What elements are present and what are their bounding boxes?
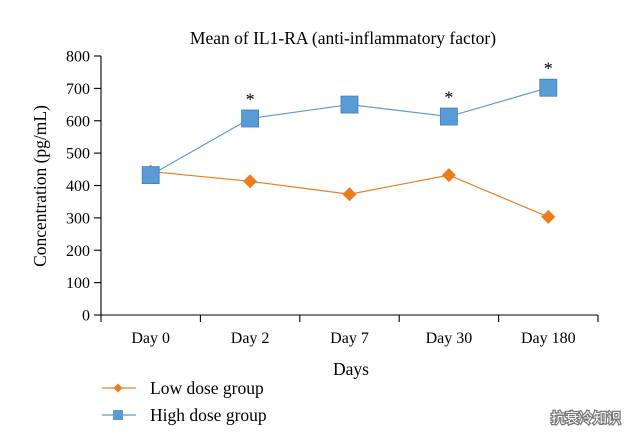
y-tick-label: 600 [66, 113, 90, 130]
legend: Low dose group High dose group [102, 378, 267, 425]
data-point-diamond [541, 209, 556, 224]
significance-marker: * [544, 59, 553, 79]
x-tick-label: Day 0 [131, 330, 170, 347]
data-point-square [539, 78, 558, 97]
x-axis-title: Days [333, 359, 369, 379]
legend-label: Low dose group [150, 378, 264, 398]
series-square [141, 78, 558, 185]
y-axis: 0 100 200 300 400 500 600 700 800 [66, 49, 102, 325]
data-point-diamond [243, 174, 258, 189]
watermark-text: 抗衰冷知识 [551, 410, 621, 427]
y-tick-label: 0 [82, 308, 90, 325]
data-point-diamond [441, 168, 456, 183]
legend-label: High dose group [150, 405, 267, 425]
y-tick-label: 700 [66, 81, 90, 98]
legend-item: Low dose group [102, 378, 264, 398]
significance-marker: * [246, 89, 255, 109]
significance-marker: * [444, 88, 453, 108]
x-tick-label: Day 7 [330, 330, 369, 347]
x-tick-label: Day 180 [521, 330, 576, 347]
data-point-square [141, 166, 160, 185]
y-axis-title: Concentration (pg/mL) [30, 105, 50, 267]
x-tick-label: Day 30 [426, 330, 473, 347]
data-point-square [340, 95, 359, 114]
chart-title: Mean of IL1-RA (anti-inflammatory factor… [190, 28, 496, 48]
annotation-layer: * * * [246, 59, 553, 110]
watermark: 抗衰冷知识 [550, 409, 623, 429]
legend-marker-square [113, 410, 123, 420]
y-tick-label: 100 [66, 275, 90, 292]
y-tick-label: 500 [66, 146, 90, 163]
y-tick-label: 300 [66, 210, 90, 227]
data-point-square [241, 109, 260, 128]
x-axis: Day 0 Day 2 Day 7 Day 30 Day 180 [100, 314, 599, 347]
series-layer [141, 78, 558, 224]
legend-marker-diamond [113, 383, 123, 393]
legend-item: High dose group [102, 405, 267, 425]
series-diamond [143, 164, 556, 224]
data-point-diamond [342, 187, 357, 202]
y-tick-label: 800 [66, 49, 90, 66]
y-tick-label: 200 [66, 243, 90, 260]
x-tick-label: Day 2 [231, 330, 270, 347]
y-tick-label: 400 [66, 178, 90, 195]
data-point-square [439, 107, 458, 126]
